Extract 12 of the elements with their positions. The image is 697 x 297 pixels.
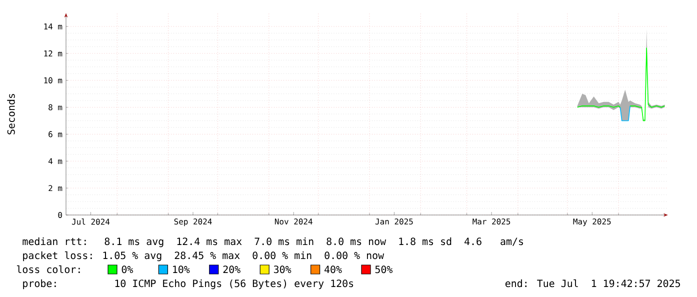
legend-label: 10% [173, 266, 190, 274]
text: packet loss: 1.05 % avg 28.45 % max 0.00 % min 0.00 % now [23, 251, 384, 262]
text: median rtt: 8.1 ms avg 12.4 ms max 7.0 ms min 8.0 ms now 1.8 ms sd 4.6 am/s [22, 237, 524, 248]
legend-label: 30% [274, 266, 292, 274]
text: probe: 10 ICMP Echo Pings (56 Bytes) every 120s [23, 279, 354, 290]
y-axis-title: Seconds [7, 94, 15, 134]
text: end: Tue Jul 1 19:42:57 2025 [505, 279, 680, 288]
legend-label: 50% [375, 266, 393, 274]
legend-label: 40% [324, 266, 342, 274]
legend-label: 0% [122, 266, 134, 274]
legend-label: 20% [223, 266, 240, 274]
legend-title: loss color: [16, 265, 80, 274]
